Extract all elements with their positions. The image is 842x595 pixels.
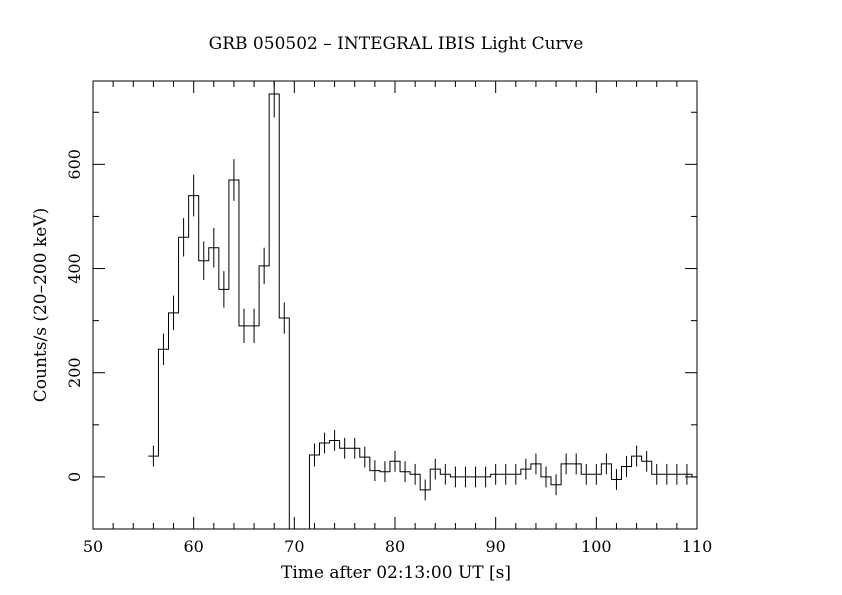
x-tick-label: 110 [682,537,713,556]
y-tick-label: 200 [65,357,84,388]
x-tick-label: 100 [581,537,612,556]
y-tick-labels: 0 200 400 600 [65,149,84,482]
y-tick-label: 400 [65,253,84,284]
x-tick-label: 70 [284,537,304,556]
axis-ticks [92,81,698,530]
data-layer [148,81,698,530]
chart-title: GRB 050502 – INTEGRAL IBIS Light Curve [209,34,584,54]
x-axis-title: Time after 02:13:00 UT [s] [281,563,511,583]
y-tick-label: 0 [65,472,84,482]
light-curve-line [148,93,697,530]
x-tick-label: 50 [83,537,103,556]
data-point [293,528,295,530]
data-point [303,528,305,530]
x-tick-labels: 50 60 70 80 90 100 110 [83,537,712,556]
x-tick-label: 90 [485,537,505,556]
x-tick-label: 60 [183,537,203,556]
y-axis-title: Counts/s (20–200 keV) [31,208,51,402]
x-tick-label: 80 [385,537,405,556]
y-tick-label: 600 [65,149,84,180]
